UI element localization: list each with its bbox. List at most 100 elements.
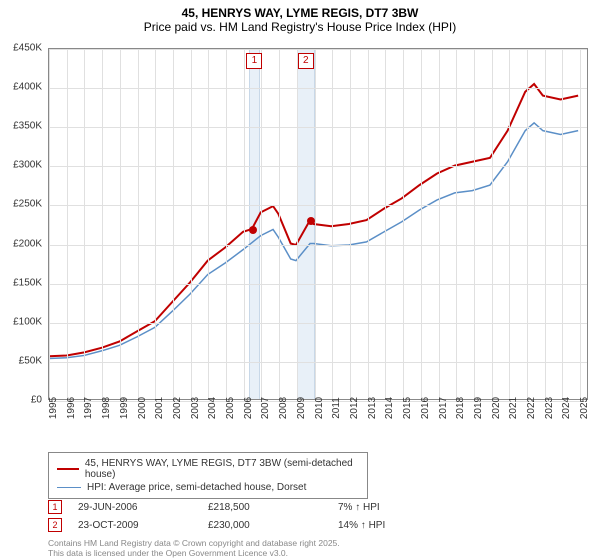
x-tick-label: 1998	[101, 397, 112, 419]
line-series-svg	[49, 49, 587, 399]
chart-title-line1: 45, HENRYS WAY, LYME REGIS, DT7 3BW	[0, 6, 600, 20]
gridline-v	[350, 49, 351, 399]
x-tick-label: 2018	[455, 397, 466, 419]
x-axis: 1995199619971998199920002001200220032004…	[48, 404, 588, 454]
gridline-h	[49, 284, 587, 285]
sale-marker-label: 1	[246, 53, 262, 69]
x-tick-label: 2015	[402, 397, 413, 419]
chart-title-block: 45, HENRYS WAY, LYME REGIS, DT7 3BW Pric…	[0, 0, 600, 36]
sale-data-row: 2 23-OCT-2009£230,00014% ↑ HPI	[48, 516, 588, 534]
gridline-v	[84, 49, 85, 399]
x-tick-label: 2014	[384, 397, 395, 419]
gridline-v	[208, 49, 209, 399]
gridline-v	[49, 49, 50, 399]
gridline-v	[474, 49, 475, 399]
gridline-v	[315, 49, 316, 399]
gridline-v	[545, 49, 546, 399]
legend-label: 45, HENRYS WAY, LYME REGIS, DT7 3BW (sem…	[85, 458, 359, 480]
legend-swatch	[57, 468, 79, 470]
x-tick-label: 2020	[491, 397, 502, 419]
x-tick-label: 2022	[526, 397, 537, 419]
legend-swatch	[57, 487, 81, 488]
gridline-v	[155, 49, 156, 399]
y-tick-label: £100K	[13, 316, 42, 327]
gridline-h	[49, 127, 587, 128]
x-tick-label: 2023	[544, 397, 555, 419]
gridline-v	[439, 49, 440, 399]
sale-data-row: 129-JUN-2006£218,5007% ↑ HPI	[48, 498, 588, 516]
x-tick-label: 2008	[278, 397, 289, 419]
legend-item: 45, HENRYS WAY, LYME REGIS, DT7 3BW (sem…	[57, 457, 359, 481]
y-tick-label: £0	[31, 395, 42, 406]
sale-price: £218,500	[208, 502, 338, 513]
y-tick-label: £450K	[13, 43, 42, 54]
gridline-v	[191, 49, 192, 399]
attribution-line1: Contains HM Land Registry data © Crown c…	[48, 538, 340, 548]
gridline-v	[173, 49, 174, 399]
gridline-v	[421, 49, 422, 399]
x-tick-label: 2004	[207, 397, 218, 419]
gridline-v	[492, 49, 493, 399]
gridline-v	[527, 49, 528, 399]
x-tick-label: 2025	[579, 397, 590, 419]
gridline-h	[49, 245, 587, 246]
gridline-v	[385, 49, 386, 399]
x-tick-label: 2005	[225, 397, 236, 419]
gridline-v	[261, 49, 262, 399]
x-tick-label: 2010	[314, 397, 325, 419]
gridline-h	[49, 88, 587, 89]
x-tick-label: 2012	[349, 397, 360, 419]
sale-marker-point	[249, 226, 257, 234]
x-tick-label: 2021	[508, 397, 519, 419]
sale-date: 23-OCT-2009	[78, 520, 208, 531]
y-tick-label: £150K	[13, 277, 42, 288]
gridline-h	[49, 49, 587, 50]
x-tick-label: 2009	[296, 397, 307, 419]
x-tick-label: 2007	[260, 397, 271, 419]
x-tick-label: 2002	[172, 397, 183, 419]
gridline-v	[120, 49, 121, 399]
x-tick-label: 2011	[331, 397, 342, 419]
gridline-v	[226, 49, 227, 399]
gridline-v	[244, 49, 245, 399]
sale-data-marker: 2	[48, 518, 62, 532]
gridline-v	[456, 49, 457, 399]
sale-price: £230,000	[208, 520, 338, 531]
gridline-v	[279, 49, 280, 399]
gridline-h	[49, 205, 587, 206]
x-tick-label: 2006	[243, 397, 254, 419]
marker-data-table: 129-JUN-2006£218,5007% ↑ HPI 2 23-OCT-2009…	[48, 498, 588, 534]
x-tick-label: 2017	[438, 397, 449, 419]
plot-area: 12	[48, 48, 588, 400]
y-tick-label: £350K	[13, 121, 42, 132]
y-tick-label: £200K	[13, 238, 42, 249]
attribution-text: Contains HM Land Registry data © Crown c…	[48, 538, 340, 558]
y-tick-label: £250K	[13, 199, 42, 210]
gridline-h	[49, 362, 587, 363]
gridline-v	[67, 49, 68, 399]
gridline-h	[49, 323, 587, 324]
x-tick-label: 2024	[561, 397, 572, 419]
gridline-v	[297, 49, 298, 399]
gridline-v	[332, 49, 333, 399]
x-tick-label: 2000	[137, 397, 148, 419]
chart-container: 45, HENRYS WAY, LYME REGIS, DT7 3BW Pric…	[0, 0, 600, 560]
gridline-v	[368, 49, 369, 399]
sale-date: 29-JUN-2006	[78, 502, 208, 513]
gridline-v	[102, 49, 103, 399]
gridline-v	[138, 49, 139, 399]
sale-delta: 7% ↑ HPI	[338, 502, 468, 513]
legend-label: HPI: Average price, semi-detached house,…	[87, 482, 306, 493]
sale-delta: 14% ↑ HPI	[338, 520, 468, 531]
chart-title-line2: Price paid vs. HM Land Registry's House …	[0, 20, 600, 34]
x-tick-label: 2003	[190, 397, 201, 419]
x-tick-label: 1999	[119, 397, 130, 419]
legend-item: HPI: Average price, semi-detached house,…	[57, 481, 359, 494]
y-tick-label: £400K	[13, 82, 42, 93]
y-tick-label: £300K	[13, 160, 42, 171]
x-tick-label: 1997	[83, 397, 94, 419]
attribution-line2: This data is licensed under the Open Gov…	[48, 548, 340, 558]
sale-marker-label: 2	[298, 53, 314, 69]
x-tick-label: 2016	[420, 397, 431, 419]
x-tick-label: 2013	[367, 397, 378, 419]
